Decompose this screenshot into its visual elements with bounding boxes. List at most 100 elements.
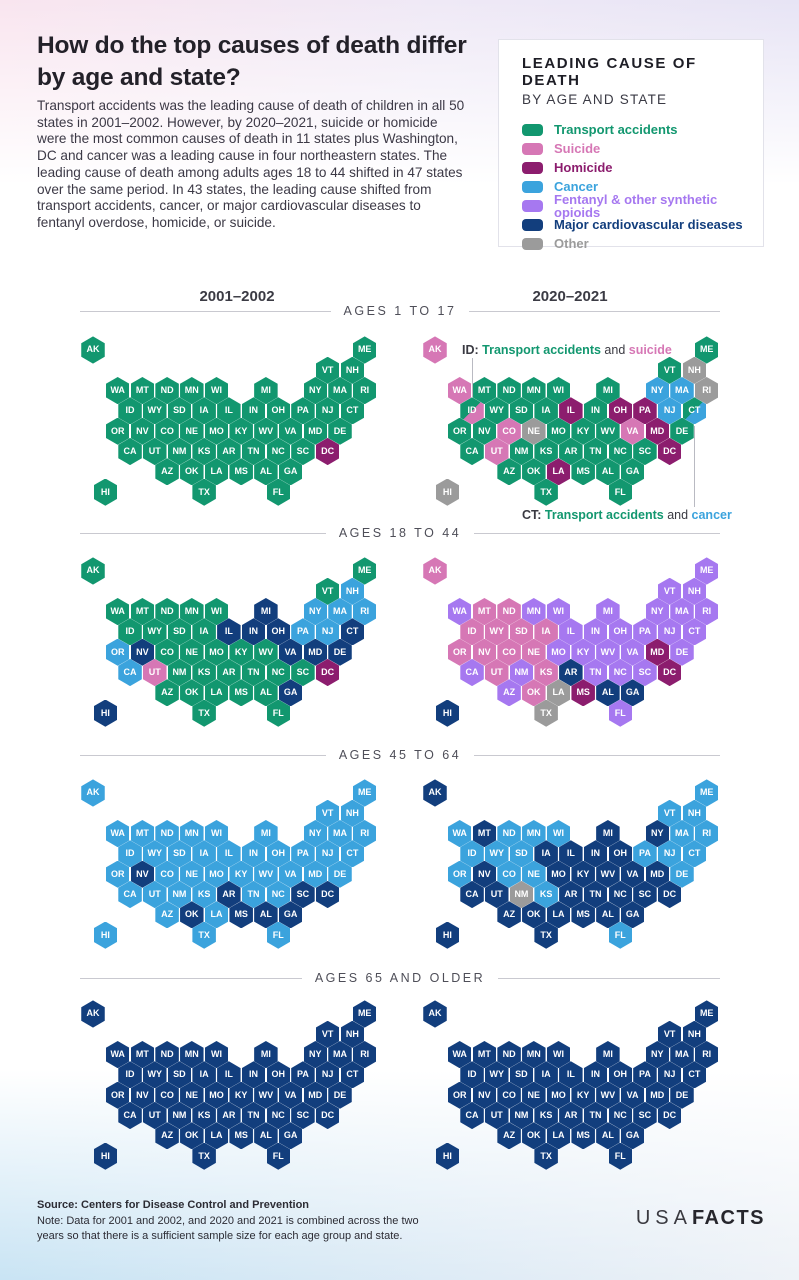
state-hex-wv: WV	[254, 860, 278, 888]
state-hex-in: IN	[583, 618, 608, 646]
state-hex-label: FL	[614, 486, 626, 497]
state-hex-label: OH	[271, 405, 286, 416]
state-hex-label: CO	[160, 1089, 174, 1100]
age-section-divider: AGES 45 TO 64	[80, 746, 720, 764]
state-hex-label: AZ	[161, 1130, 174, 1141]
state-hex-al: AL	[596, 458, 620, 486]
state-hex-co: CO	[155, 638, 179, 666]
state-hex-in: IN	[241, 618, 266, 646]
age-section-label: AGES 1 TO 17	[343, 304, 457, 318]
state-hex-ga: GA	[620, 1122, 645, 1150]
state-hex-label: IL	[224, 626, 233, 637]
state-hex-pa: PA	[633, 618, 657, 646]
state-hex-va: VA	[278, 860, 303, 888]
state-hex-ga: GA	[620, 458, 645, 486]
state-hex-ia: IA	[192, 1061, 216, 1089]
state-hex-label: DE	[333, 646, 347, 657]
state-hex-ia: IA	[534, 1061, 558, 1089]
state-hex-nm: NM	[509, 658, 534, 687]
state-hex-label: FL	[614, 929, 626, 940]
state-hex-label: OH	[271, 626, 286, 637]
state-hex-label: WA	[452, 606, 467, 617]
state-hex-ar: AR	[217, 880, 241, 909]
state-hex-pa: PA	[291, 397, 315, 425]
state-hex-nd: ND	[497, 820, 521, 848]
state-hex-md: MD	[645, 860, 670, 888]
state-hex-label: NC	[271, 1109, 285, 1120]
state-hex-nh: NH	[340, 799, 365, 827]
state-hex-label: CO	[160, 646, 174, 657]
state-hex-ia: IA	[192, 397, 216, 425]
state-hex-label: VT	[321, 1028, 334, 1039]
state-hex-label: CT	[346, 626, 359, 637]
state-hex-oh: OH	[608, 618, 632, 646]
state-hex-label: NH	[345, 807, 359, 818]
state-hex-wv: WV	[254, 1081, 278, 1109]
state-hex-mt: MT	[130, 820, 155, 848]
state-hex-label: IL	[224, 1069, 233, 1080]
state-hex-la: LA	[546, 679, 571, 707]
state-hex-nh: NH	[340, 1020, 365, 1048]
state-hex-ky: KY	[229, 1081, 253, 1109]
state-hex-wi: WI	[546, 377, 571, 405]
state-hex-label: OR	[452, 425, 467, 436]
state-hex-wv: WV	[596, 417, 620, 445]
state-hex-md: MD	[645, 1081, 670, 1109]
state-hex-ma: MA	[670, 598, 694, 626]
state-hex-label: SD	[173, 405, 186, 416]
state-hex-label: HI	[100, 1150, 110, 1161]
state-hex-label: TN	[589, 666, 602, 677]
state-hex-label: NH	[345, 364, 359, 375]
state-hex-label: IA	[541, 405, 551, 416]
state-hex-de: DE	[328, 1081, 352, 1109]
state-hex-ar: AR	[217, 658, 241, 687]
state-hex-label: AL	[259, 1130, 272, 1141]
state-hex-label: NC	[613, 1109, 627, 1120]
state-hex-vt: VT	[315, 356, 340, 384]
state-hex-ak: AK	[81, 779, 105, 807]
state-hex-label: OK	[527, 466, 541, 477]
state-hex-de: DE	[328, 860, 352, 888]
state-hex-wa: WA	[447, 377, 472, 405]
state-hex-label: NC	[271, 666, 285, 677]
state-hex-il: IL	[559, 397, 583, 425]
state-hex-label: ME	[357, 787, 372, 798]
state-hex-ia: IA	[534, 397, 558, 425]
state-hex-label: OR	[110, 868, 125, 879]
state-hex-sd: SD	[509, 618, 534, 646]
state-hex-nc: NC	[266, 880, 290, 909]
state-hex-label: IA	[541, 626, 551, 637]
state-hex-wy: WY	[485, 618, 509, 646]
state-hex-sc: SC	[633, 880, 657, 909]
state-hex-nv: NV	[130, 860, 155, 888]
state-hex-label: NE	[527, 868, 541, 879]
state-hex-az: AZ	[155, 679, 179, 707]
state-hex-label: MT	[135, 606, 149, 617]
state-hex-ny: NY	[303, 377, 328, 405]
state-hex-label: MA	[675, 828, 689, 839]
state-hex-label: TN	[247, 445, 260, 456]
state-hex-nd: ND	[155, 598, 179, 626]
state-hex-label: IA	[541, 848, 551, 859]
state-hex-label: DC	[321, 1109, 335, 1120]
state-hex-label: NM	[172, 666, 187, 677]
divider-line-left	[80, 977, 302, 979]
state-hex-label: PA	[297, 848, 309, 859]
state-hex-nv: NV	[472, 638, 497, 666]
state-hex-ma: MA	[328, 377, 352, 405]
state-hex-label: ND	[160, 1049, 174, 1060]
state-hex-wy: WY	[485, 397, 509, 425]
state-hex-oh: OH	[266, 618, 290, 646]
period-header-0: 2001–2002	[199, 288, 275, 305]
state-hex-wv: WV	[596, 860, 620, 888]
state-hex-label: MS	[234, 1130, 248, 1141]
legend-subtitle: BY AGE AND STATE	[522, 92, 668, 107]
state-hex-label: ID	[125, 848, 135, 859]
callout-line-top	[472, 358, 473, 397]
map-callout-bottom: CT: Transport accidents and cancer	[522, 508, 732, 522]
state-hex-tn: TN	[241, 437, 266, 466]
state-hex-label: SC	[638, 445, 652, 456]
state-hex-mi: MI	[596, 598, 620, 626]
state-hex-nh: NH	[340, 577, 365, 605]
state-hex-nm: NM	[167, 1101, 192, 1130]
